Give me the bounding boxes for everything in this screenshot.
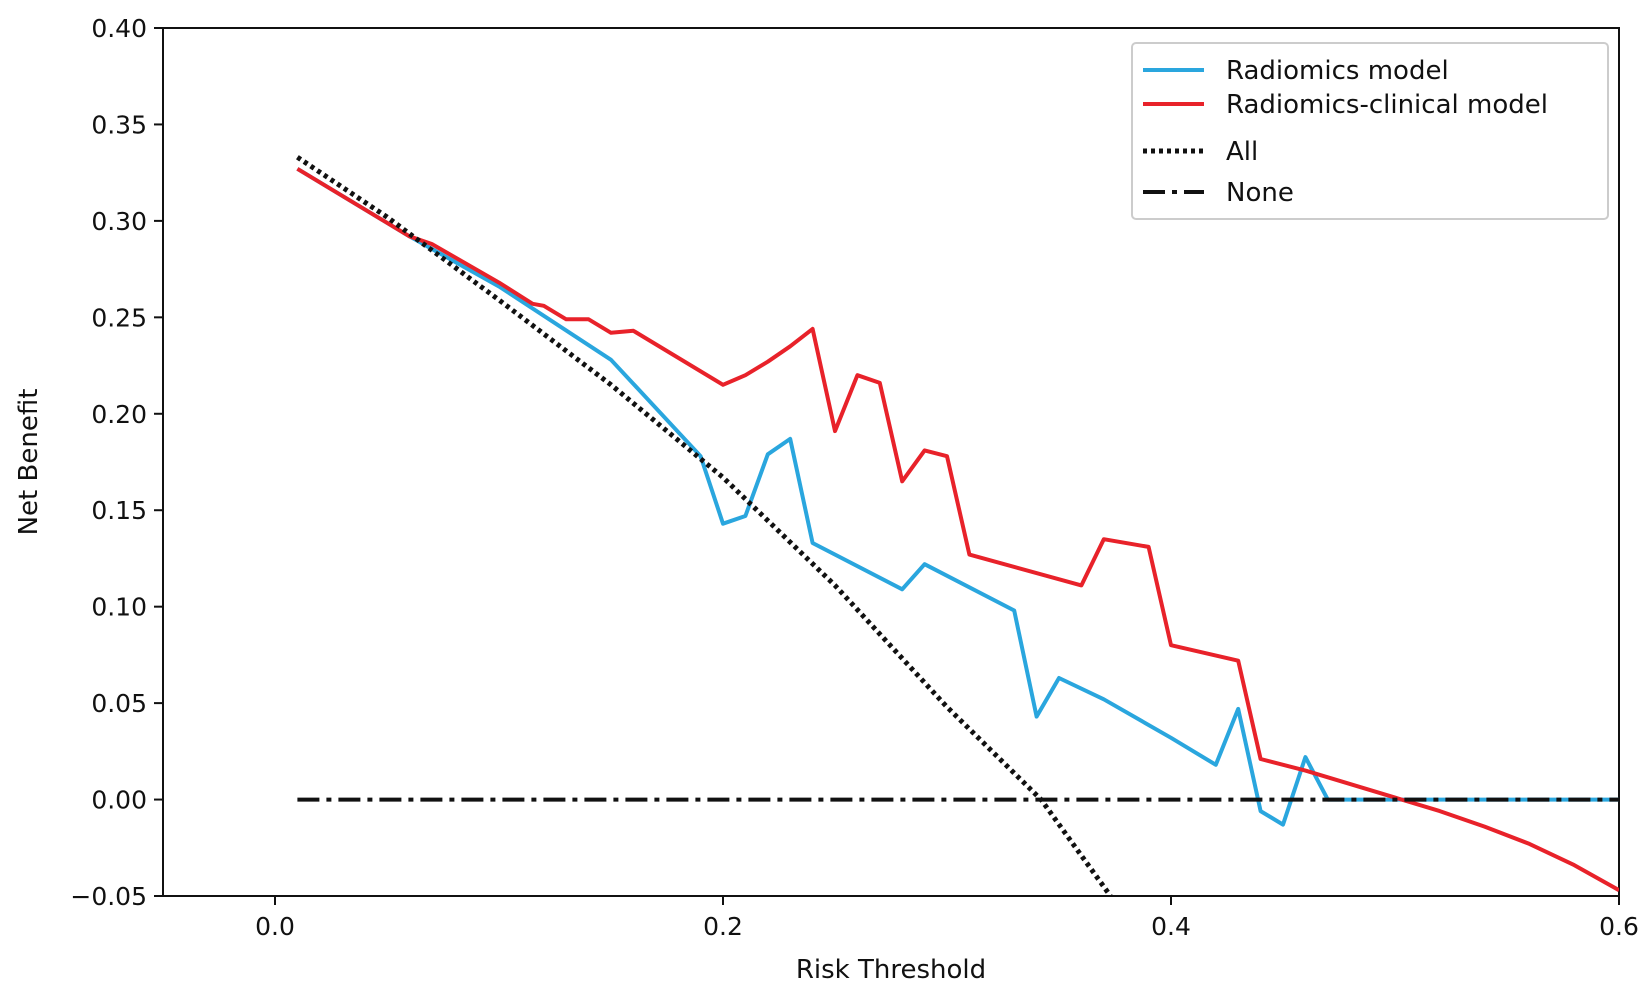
plot-frame bbox=[162, 27, 1620, 897]
series-line-all bbox=[296, 155, 1113, 896]
legend: Radiomics model Radiomics-clinical model A… bbox=[1131, 42, 1609, 220]
legend-label: None bbox=[1226, 178, 1294, 208]
y-tick-label: 0.00 bbox=[91, 786, 147, 815]
x-axis-label: Risk Threshold bbox=[796, 955, 986, 984]
y-axis-label: Net Benefit bbox=[14, 389, 44, 536]
legend-label: All bbox=[1226, 137, 1258, 167]
x-tick-label: 0.0 bbox=[255, 912, 295, 941]
series-layer bbox=[296, 155, 1619, 896]
x-tick-label: 0.2 bbox=[703, 912, 743, 941]
y-tick-label: 0.15 bbox=[91, 496, 147, 525]
y-tick-label: 0.40 bbox=[91, 14, 147, 43]
x-tick-label: 0.6 bbox=[1599, 912, 1639, 941]
y-tick-label: 0.30 bbox=[91, 207, 147, 236]
series-line-radiomics-model bbox=[296, 167, 1619, 827]
y-tick-label: 0.20 bbox=[91, 400, 147, 429]
legend-label: Radiomics-clinical model bbox=[1226, 90, 1548, 120]
y-tick-label: 0.10 bbox=[91, 593, 147, 622]
x-tick-label: 0.4 bbox=[1151, 912, 1191, 941]
series-line-radiomics-clinical-model bbox=[296, 167, 1619, 892]
y-tick-label: 0.35 bbox=[91, 110, 147, 139]
axes: 0.0 0.2 0.4 0.6 −0.05 0.00 0.05 0.10 0.15 0.20 0.2… bbox=[70, 14, 1639, 941]
y-tick-label: −0.05 bbox=[70, 882, 147, 911]
y-tick-label: 0.05 bbox=[91, 689, 147, 718]
legend-label: Radiomics model bbox=[1226, 56, 1449, 86]
y-tick-label: 0.25 bbox=[91, 303, 147, 332]
legend-box bbox=[1131, 42, 1609, 220]
